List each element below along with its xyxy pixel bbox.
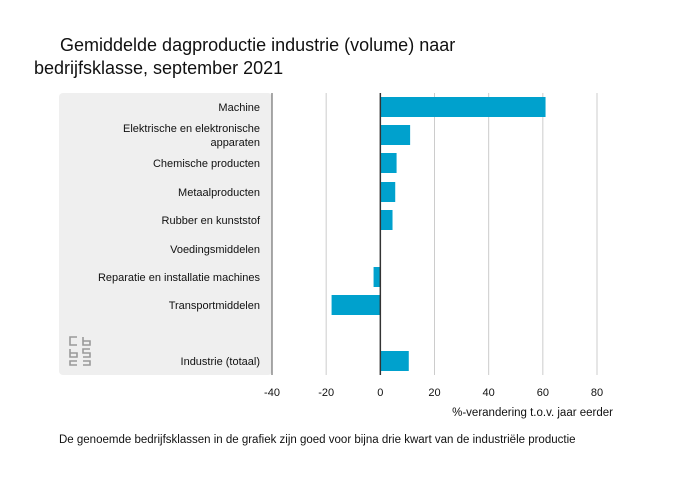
label-panel [59, 93, 272, 375]
x-tick-label-1: -20 [318, 387, 334, 399]
x-tick-label-3: 20 [428, 387, 440, 399]
category-label-1-1: apparaten [210, 137, 260, 149]
bar-1 [380, 125, 411, 145]
bar-4 [380, 210, 393, 230]
chart-title-line1: Gemiddelde dagproductie industrie (volum… [60, 35, 456, 55]
chart-title-line2: bedrijfsklasse, september 2021 [34, 58, 284, 78]
category-label-5: Voedingsmiddelen [170, 244, 260, 256]
x-axis-label: %-verandering t.o.v. jaar eerder [452, 407, 613, 419]
category-label-7: Transportmiddelen [169, 300, 260, 312]
chart-title: Gemiddelde dagproductie industrie (volum… [34, 34, 554, 80]
category-label-3: Metaalproducten [178, 187, 260, 199]
category-label-4: Rubber en kunststof [162, 215, 261, 227]
bar-0 [380, 97, 546, 117]
cbs-logo-icon [69, 336, 91, 366]
bar-chart: Machine Elektrische en elektronische appar… [59, 93, 613, 419]
category-label-1-0: Elektrische en elektronische [123, 123, 260, 135]
x-tick-label-5: 60 [537, 387, 549, 399]
category-label-6: Reparatie en installatie machines [98, 272, 261, 284]
x-tick-label-6: 80 [591, 387, 603, 399]
category-label-8: Industrie (totaal) [181, 356, 260, 368]
bar-7 [331, 295, 381, 315]
bar-2 [380, 153, 397, 173]
x-tick-label-0: -40 [264, 387, 280, 399]
x-tick-label-4: 40 [483, 387, 495, 399]
bar-8 [380, 351, 409, 371]
category-label-0: Machine [218, 102, 260, 114]
x-tick-label-2: 0 [377, 387, 383, 399]
footnote: De genoemde bedrijfsklassen in de grafie… [59, 434, 576, 446]
bar-3 [380, 182, 396, 202]
category-label-2: Chemische producten [153, 158, 260, 170]
bar-6 [373, 267, 381, 287]
